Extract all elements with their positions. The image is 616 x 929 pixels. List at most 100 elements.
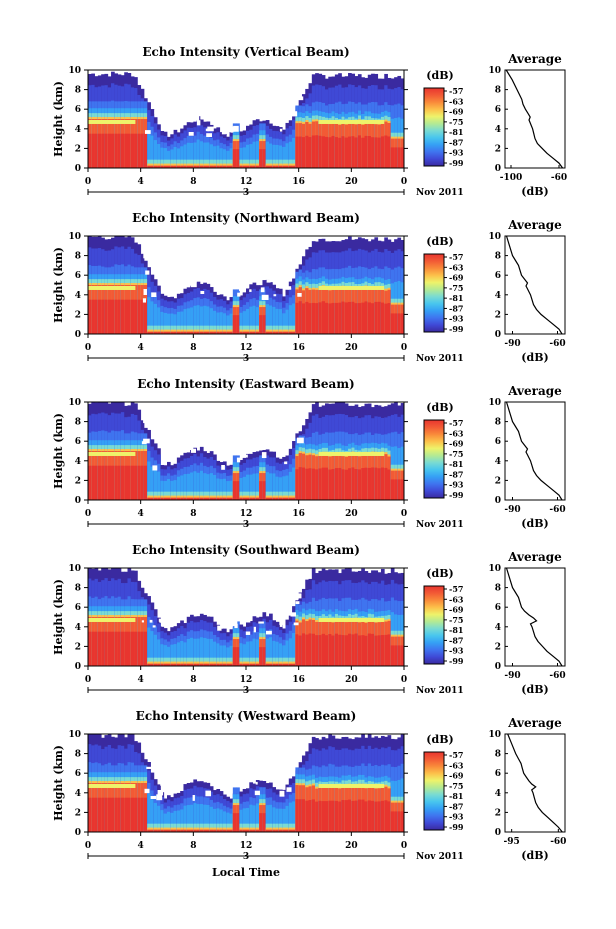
x-tick-label: 8 [190,343,196,353]
y-tick-label: 10 [68,66,81,76]
panel-title: Echo Intensity (Northward Beam) [132,211,360,225]
x-tick-label: 12 [240,177,253,187]
y-tick-label: 0 [75,164,81,174]
y-tick-label: 6 [75,271,81,281]
profile-x-label: (dB) [521,849,548,862]
y-tick-label: 8 [75,750,81,760]
colorbar [423,751,445,831]
bright-band [88,617,136,622]
x-tick-label: 8 [190,675,196,685]
profile-x-tick-label: -60 [550,837,566,847]
y-tick-label: 10 [68,398,81,408]
colorbar-tick-label: -81 [449,791,463,801]
x-tick-label: 0 [401,177,407,187]
x-tick-label: 0 [85,343,91,353]
profile-x-tick-label: -60 [551,173,567,183]
bright-band [318,119,385,124]
colorbar-tick-label: -87 [449,469,463,479]
colorbar-label: (dB) [426,733,453,746]
profile-y-tick-label: 2 [495,476,501,486]
y-tick-label: 4 [75,789,81,799]
date-label: 3 [243,188,249,198]
profile-title: Average [507,384,562,398]
date-label: 3 [243,852,249,862]
profile-y-tick-label: 4 [495,125,501,135]
profile-y-tick-label: 0 [495,164,501,174]
panel-title: Echo Intensity (Southward Beam) [132,543,360,557]
profile-y-tick-label: 4 [495,457,501,467]
y-tick-label: 10 [68,730,81,740]
profile-line [505,235,563,335]
colorbar-tick-label: -81 [449,459,463,469]
profile-x-tick-label: -90 [504,505,520,515]
colorbar-tick-label: -69 [449,439,464,449]
x-tick-label: 0 [401,343,407,353]
month-label: Nov 2011 [416,520,464,530]
profile-y-tick-label: 2 [495,808,501,818]
profile-x-tick-label: -60 [549,671,565,681]
x-tick-label: 0 [401,841,407,851]
y-tick-label: 0 [75,662,81,672]
profile-y-tick-label: 4 [495,623,501,633]
profile-y-tick-label: 6 [495,437,501,447]
panel-4: Echo Intensity (Westward Beam)0246810Hei… [52,709,566,879]
x-tick-label: 16 [292,177,305,187]
profile-x-tick-label: -95 [504,837,520,847]
profile-y-tick-label: 10 [488,564,501,574]
colorbar-tick-label: -57 [449,252,463,262]
profile-y-tick-label: 6 [495,271,501,281]
x-tick-label: 8 [190,177,196,187]
profile-y-tick-label: 0 [495,828,501,838]
profile-title: Average [507,550,562,564]
y-axis-label: Height (km) [52,579,65,655]
bright-band [318,451,385,456]
profile-x-tick-label: -60 [549,339,565,349]
profile-y-tick-label: 4 [495,291,501,301]
profile-x-tick-label: -100 [500,173,523,183]
colorbar-tick-label: -75 [449,781,463,791]
x-tick-label: 20 [345,675,358,685]
colorbar [423,253,445,333]
y-axis-label: Height (km) [52,247,65,323]
colorbar-tick-label: -87 [449,801,463,811]
bright-band [88,451,136,456]
profile-title: Average [507,218,562,232]
x-tick-label: 12 [240,675,253,685]
colorbar-label: (dB) [426,401,453,414]
y-tick-label: 4 [75,457,81,467]
y-tick-label: 2 [75,642,81,652]
colorbar-tick-label: -93 [449,314,464,324]
profile-line [505,69,564,169]
x-tick-label: 20 [345,509,358,519]
x-tick-label: 16 [292,343,305,353]
colorbar [423,419,445,499]
month-label: Nov 2011 [416,852,464,862]
colorbar-tick-label: -57 [449,86,463,96]
x-tick-label: 4 [138,509,144,519]
bright-band [318,617,385,622]
colorbar-label: (dB) [426,69,453,82]
panel-title: Echo Intensity (Vertical Beam) [142,45,349,59]
profile-x-label: (dB) [521,517,548,530]
y-tick-label: 2 [75,808,81,818]
bright-band [88,119,136,124]
profile-y-tick-label: 2 [495,642,501,652]
profile-title: Average [507,52,562,66]
colorbar-tick-label: -93 [449,480,464,490]
x-tick-label: 4 [138,841,144,851]
x-tick-label: 12 [240,343,253,353]
y-tick-label: 10 [68,564,81,574]
x-axis-label: Local Time [212,866,280,879]
profile-line [505,567,563,667]
y-tick-label: 2 [75,144,81,154]
colorbar-tick-label: -99 [449,324,464,334]
panel-2: Echo Intensity (Eastward Beam)0246810Hei… [52,377,566,530]
colorbar-tick-label: -63 [449,96,464,106]
profile-line [505,401,563,501]
y-tick-label: 8 [75,584,81,594]
y-tick-label: 10 [68,232,81,242]
x-tick-label: 0 [85,509,91,519]
colorbar-tick-label: -63 [449,262,464,272]
x-tick-label: 16 [292,841,305,851]
colorbar [423,87,445,167]
